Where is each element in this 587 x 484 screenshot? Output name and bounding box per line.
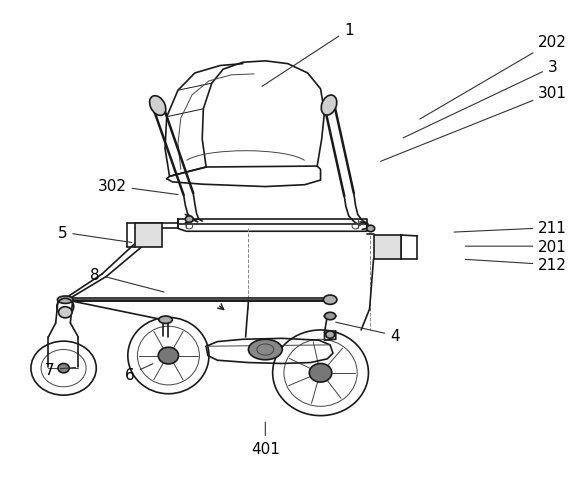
Text: 302: 302 bbox=[97, 179, 178, 195]
Text: 7: 7 bbox=[45, 363, 76, 377]
Text: 1: 1 bbox=[262, 23, 353, 87]
Ellipse shape bbox=[58, 364, 69, 373]
Text: 4: 4 bbox=[336, 322, 400, 343]
Ellipse shape bbox=[321, 96, 337, 116]
Text: 201: 201 bbox=[465, 239, 567, 254]
Ellipse shape bbox=[158, 348, 178, 364]
Text: 8: 8 bbox=[90, 267, 164, 292]
Text: 5: 5 bbox=[58, 225, 132, 243]
Ellipse shape bbox=[150, 96, 166, 116]
Text: 3: 3 bbox=[403, 60, 558, 138]
Ellipse shape bbox=[248, 340, 282, 360]
Ellipse shape bbox=[323, 295, 337, 305]
Text: 202: 202 bbox=[420, 35, 567, 120]
Ellipse shape bbox=[58, 296, 73, 304]
Text: 401: 401 bbox=[251, 422, 280, 456]
Ellipse shape bbox=[185, 216, 193, 223]
Ellipse shape bbox=[159, 317, 173, 324]
Text: 301: 301 bbox=[380, 86, 567, 162]
Ellipse shape bbox=[309, 364, 332, 382]
Text: 6: 6 bbox=[125, 364, 153, 382]
Ellipse shape bbox=[326, 331, 335, 339]
FancyBboxPatch shape bbox=[373, 236, 400, 259]
Text: 212: 212 bbox=[465, 258, 567, 272]
Ellipse shape bbox=[59, 307, 72, 318]
Ellipse shape bbox=[367, 226, 375, 232]
Text: 211: 211 bbox=[454, 221, 567, 236]
Ellipse shape bbox=[325, 313, 336, 320]
FancyBboxPatch shape bbox=[134, 224, 161, 248]
